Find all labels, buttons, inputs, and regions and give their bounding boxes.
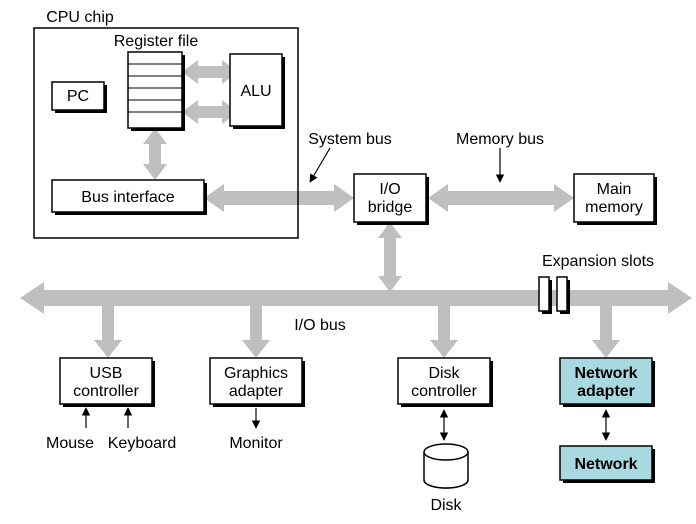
usb-controller-box: USB controller bbox=[60, 358, 155, 407]
bus-interface-box: Bus interface bbox=[52, 180, 207, 215]
svg-text:ALU: ALU bbox=[240, 83, 271, 100]
svg-text:Graphics: Graphics bbox=[224, 365, 288, 382]
register-file-label: Register file bbox=[114, 33, 199, 50]
main-memory-box: Main memory bbox=[574, 174, 657, 225]
system-bus-pointer bbox=[310, 148, 330, 182]
svg-text:bridge: bridge bbox=[368, 199, 413, 216]
arrow-bus-to-network bbox=[592, 306, 620, 358]
arrow-bus-to-disk bbox=[430, 306, 458, 358]
svg-text:I/O: I/O bbox=[379, 181, 400, 198]
system-bus-label: System bus bbox=[308, 131, 392, 148]
network-adapter-box: Network adapter bbox=[560, 358, 655, 407]
svg-text:Disk: Disk bbox=[430, 497, 462, 514]
svg-text:controller: controller bbox=[411, 383, 477, 400]
network-box: Network bbox=[560, 446, 655, 483]
expansion-slots-label: Expansion slots bbox=[542, 253, 654, 270]
arrow-iobridge-to-iobus bbox=[378, 222, 402, 292]
svg-text:Network: Network bbox=[574, 365, 637, 382]
memory-bus-label: Memory bus bbox=[456, 131, 544, 148]
arrow-bus-to-usb bbox=[94, 306, 122, 358]
io-bus-label: I/O bus bbox=[294, 317, 346, 334]
register-file-box bbox=[128, 52, 185, 131]
svg-text:memory: memory bbox=[585, 199, 643, 216]
svg-text:Bus interface: Bus interface bbox=[81, 189, 174, 206]
graphics-adapter-box: Graphics adapter bbox=[210, 358, 305, 407]
io-bus bbox=[20, 282, 692, 314]
io-bridge-box: I/O bridge bbox=[354, 174, 429, 225]
arrow-system-bus bbox=[204, 184, 354, 212]
arrow-memory-bus bbox=[428, 184, 574, 212]
svg-text:Disk: Disk bbox=[428, 365, 460, 382]
svg-text:PC: PC bbox=[67, 88, 89, 105]
disk-cylinder: Disk bbox=[424, 444, 468, 514]
alu-box: ALU bbox=[230, 54, 285, 129]
mouse-label: Mouse bbox=[46, 435, 94, 452]
arrow-regfile-businterface bbox=[143, 128, 167, 180]
svg-text:Network: Network bbox=[574, 456, 637, 473]
cpu-chip-label: CPU chip bbox=[46, 9, 114, 26]
svg-text:adapter: adapter bbox=[229, 383, 284, 400]
svg-text:Main: Main bbox=[597, 181, 632, 198]
keyboard-label: Keyboard bbox=[108, 435, 177, 452]
pc-box: PC bbox=[52, 82, 107, 113]
disk-controller-box: Disk controller bbox=[398, 358, 493, 407]
monitor-label: Monitor bbox=[229, 435, 283, 452]
svg-text:controller: controller bbox=[73, 383, 139, 400]
svg-text:USB: USB bbox=[90, 365, 123, 382]
arrow-bus-to-graphics bbox=[242, 306, 270, 358]
svg-text:adapter: adapter bbox=[577, 383, 635, 400]
